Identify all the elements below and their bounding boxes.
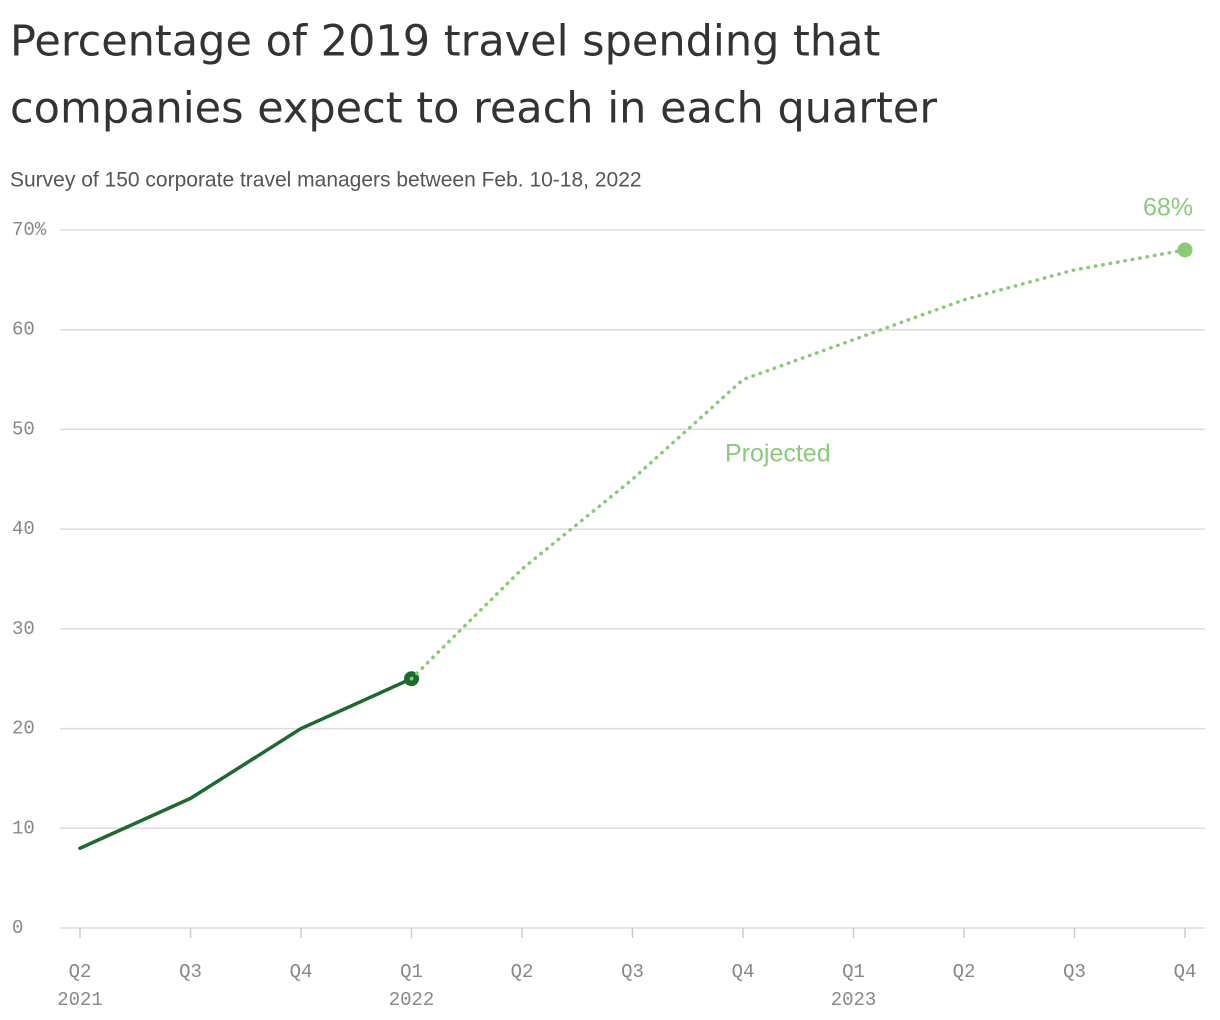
- y-tick-label: 30: [12, 618, 35, 640]
- y-tick-label: 20: [12, 718, 35, 740]
- y-tick-label: 40: [12, 518, 35, 540]
- y-tick-label: 10: [12, 817, 35, 839]
- chart-title: Percentage of 2019 travel spending that: [10, 17, 880, 67]
- x-year-label: 2023: [831, 989, 877, 1011]
- x-year-label: 2022: [389, 989, 435, 1011]
- end-point: [1177, 242, 1193, 258]
- y-tick-label: 70%: [12, 219, 47, 241]
- y-tick-label: 60: [12, 319, 35, 341]
- series-annotation: Projected: [725, 440, 831, 468]
- y-tick-label: 0: [12, 917, 23, 939]
- x-tick-label: Q3: [1063, 961, 1086, 983]
- x-year-label: 2021: [57, 989, 103, 1011]
- series-line: [78, 676, 414, 850]
- x-tick-label: Q2: [69, 961, 92, 983]
- x-tick-label: Q4: [290, 961, 313, 983]
- chart-subtitle: Survey of 150 corporate travel managers …: [10, 169, 642, 192]
- x-tick-label: Q4: [1174, 961, 1197, 983]
- x-tick-label: Q4: [732, 961, 755, 983]
- x-tick-label: Q3: [179, 961, 202, 983]
- x-tick-label: Q3: [621, 961, 644, 983]
- series-line: [409, 248, 1187, 681]
- x-tick-label: Q2: [953, 961, 976, 983]
- y-tick-label: 50: [12, 418, 35, 440]
- x-tick-label: Q1: [400, 961, 423, 983]
- x-tick-label: Q2: [511, 961, 534, 983]
- x-tick-label: Q1: [842, 961, 865, 983]
- chart-title: companies expect to reach in each quarte…: [10, 84, 937, 134]
- value-label: 68%: [1143, 194, 1193, 222]
